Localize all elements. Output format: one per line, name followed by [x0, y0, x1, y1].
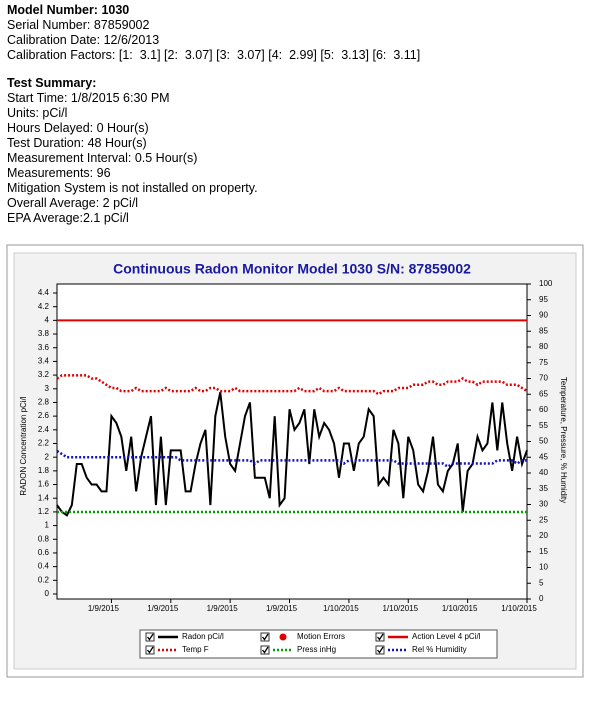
legend-swatch [279, 633, 287, 641]
y-tick-label: 0.8 [38, 534, 50, 543]
legend-check [146, 646, 154, 654]
chart-title: Continuous Radon Monitor Model 1030 S/N:… [113, 261, 471, 277]
y-tick-label: 0.4 [38, 562, 50, 571]
y-tick-label: 2.2 [38, 439, 50, 448]
y-tick-label: 0.2 [38, 575, 50, 584]
summary-line: Mitigation System is not installed on pr… [7, 181, 258, 195]
y-tick-label: 0.6 [38, 548, 50, 557]
summary-line: EPA Average:2.1 pCi/l [7, 211, 129, 225]
series-line [56, 449, 527, 469]
y-tick-label: 3.4 [38, 357, 50, 366]
y2-tick-label: 75 [539, 358, 548, 367]
plot-area [56, 283, 528, 600]
legend [139, 629, 498, 659]
y-tick-label: 3.6 [38, 343, 50, 352]
y2-tick-label: 35 [539, 484, 548, 493]
legend-label: Temp F [182, 645, 209, 654]
y-tick-label: 4.4 [38, 288, 50, 297]
legend-check [376, 633, 384, 641]
series-line [56, 391, 528, 517]
legend-check [261, 646, 269, 654]
y-tick-label: 0 [45, 589, 50, 598]
legend-checkbox[interactable] [260, 645, 270, 655]
y2-tick-label: 55 [539, 421, 548, 430]
y2-tick-label: 15 [539, 547, 548, 556]
summary-line: Start Time: 1/8/2015 6:30 PM [7, 91, 170, 105]
x-tick-label: 1/10/2015 [442, 604, 478, 613]
y2-tick-label: 45 [539, 452, 548, 461]
summary-title: Test Summary: [7, 76, 97, 90]
y-tick-label: 2.6 [38, 411, 50, 420]
y2-tick-label: 65 [539, 389, 548, 398]
y-tick-label: 2 [45, 452, 50, 461]
y2-tick-label: 100 [539, 279, 553, 288]
x-tick-label: 1/10/2015 [501, 604, 537, 613]
x-tick-label: 1/9/2015 [88, 604, 120, 613]
calibration-date: Calibration Date: 12/6/2013 [7, 33, 160, 47]
summary-line: Measurement Interval: 0.5 Hour(s) [7, 151, 198, 165]
legend-label: Press inHg [297, 645, 336, 654]
summary-line: Hours Delayed: 0 Hour(s) [7, 121, 149, 135]
legend-check [376, 646, 384, 654]
y-tick-label: 3 [45, 384, 50, 393]
x-tick-label: 1/9/2015 [266, 604, 298, 613]
y2-axis-label: Temperature, Pressure, % Humidity [559, 377, 568, 503]
y2-tick-label: 90 [539, 311, 548, 320]
legend-label: Rel % Humidity [412, 645, 467, 654]
y2-tick-label: 30 [539, 500, 548, 509]
y-tick-label: 1.8 [38, 466, 50, 475]
legend-check [261, 633, 269, 641]
y-tick-label: 1.2 [38, 507, 50, 516]
summary-line: Units: pCi/l [7, 106, 68, 120]
y-tick-label: 2.4 [38, 425, 50, 434]
legend-checkbox[interactable] [260, 632, 270, 642]
y2-tick-label: 85 [539, 326, 548, 335]
y-tick-label: 1.6 [38, 480, 50, 489]
y-tick-label: 1 [45, 521, 50, 530]
legend-checkbox[interactable] [145, 632, 155, 642]
summary: Start Time: 1/8/2015 6:30 PM Units: pCi/l… [7, 91, 420, 226]
y-tick-label: 3.8 [38, 329, 50, 338]
legend-checkbox[interactable] [375, 645, 385, 655]
x-tick-label: 1/10/2015 [382, 604, 418, 613]
y-tick-label: 2.8 [38, 398, 50, 407]
y-axis-label: RADON Concentration pCi/l [19, 396, 28, 495]
y2-tick-label: 50 [539, 437, 548, 446]
x-tick-label: 1/10/2015 [323, 604, 359, 613]
y2-tick-label: 80 [539, 342, 548, 351]
x-tick-label: 1/9/2015 [207, 604, 239, 613]
y-tick-label: 3.2 [38, 370, 50, 379]
summary-line: Measurements: 96 [7, 166, 111, 180]
summary-line: Test Duration: 48 Hour(s) [7, 136, 147, 150]
legend-label: Action Level 4 pCi/l [412, 632, 481, 641]
y-tick-label: 4.2 [38, 302, 50, 311]
y2-tick-label: 20 [539, 531, 548, 540]
y-tick-label: 4 [45, 315, 50, 324]
legend-label: Radon pCi/l [182, 632, 224, 641]
y2-tick-label: 5 [539, 578, 544, 587]
legend-checkbox[interactable] [145, 645, 155, 655]
y2-tick-label: 10 [539, 563, 548, 572]
y2-tick-label: 0 [539, 594, 544, 603]
y2-tick-label: 70 [539, 374, 548, 383]
y2-tick-label: 40 [539, 468, 548, 477]
x-tick-label: 1/9/2015 [147, 604, 179, 613]
summary-line: Overall Average: 2 pCi/l [7, 196, 139, 210]
y2-tick-label: 60 [539, 405, 548, 414]
series-line [56, 374, 528, 396]
legend-label: Motion Errors [297, 632, 345, 641]
y2-tick-label: 95 [539, 295, 548, 304]
y2-tick-label: 25 [539, 515, 548, 524]
serial: Serial Number: 87859002 [7, 18, 150, 32]
legend-check [146, 633, 154, 641]
y-tick-label: 1.4 [38, 493, 50, 502]
model: Model Number: 1030 [7, 3, 130, 17]
report: Model Number: 1030 Serial Number: 878590… [7, 3, 420, 226]
calibration-factors: Calibration Factors: [1: 3.1] [2: 3.07] … [7, 48, 421, 62]
legend-checkbox[interactable] [375, 632, 385, 642]
